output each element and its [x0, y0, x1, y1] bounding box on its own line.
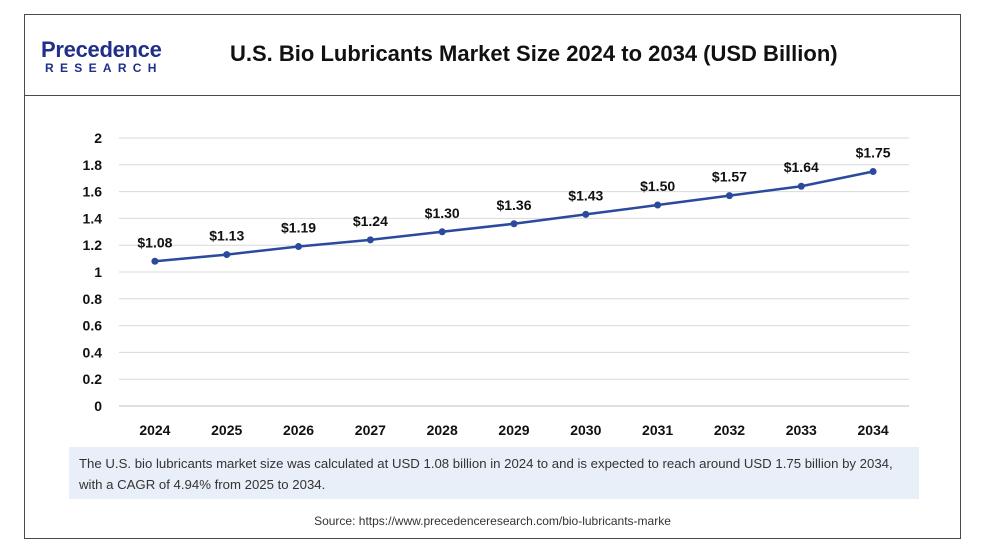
y-tick-label: 1.8 [83, 157, 103, 173]
x-tick-label: 2034 [858, 422, 889, 438]
data-label: $1.08 [137, 234, 172, 250]
data-point [797, 182, 805, 190]
x-tick-label: 2030 [570, 422, 601, 438]
data-point [295, 243, 303, 251]
x-tick-label: 2026 [283, 422, 314, 438]
data-label: $1.30 [425, 205, 460, 221]
x-tick-label: 2024 [139, 422, 170, 438]
data-label: $1.64 [784, 159, 819, 175]
y-tick-label: 2 [94, 130, 102, 146]
chart-title: U.S. Bio Lubricants Market Size 2024 to … [230, 41, 838, 66]
data-point [725, 192, 733, 200]
line-chart: 0 0.2 0.4 0.6 0.8 1 1.2 1.4 1.6 1.8 2 2024 2025 2026… [83, 130, 909, 438]
y-tick-label: 0.2 [83, 371, 103, 387]
x-tick-label: 2029 [498, 422, 529, 438]
source-citation: Source: https://www.precedenceresearch.c… [314, 514, 671, 528]
x-tick-label: 2027 [355, 422, 386, 438]
header: Precedence RESEARCH U.S. Bio Lubricants … [25, 15, 960, 96]
y-tick-label: 0.4 [83, 344, 103, 360]
series-line [154, 170, 874, 263]
y-tick-label: 1.6 [83, 184, 103, 200]
data-point [223, 251, 231, 259]
data-point [582, 210, 590, 218]
data-label: $1.13 [209, 228, 244, 244]
x-tick-label: 2031 [642, 422, 673, 438]
data-point [438, 228, 446, 236]
y-tick-label: 0.8 [83, 291, 103, 307]
y-tick-label: 1.2 [83, 237, 103, 253]
data-label: $1.75 [856, 145, 891, 161]
y-tick-label: 0.6 [83, 318, 103, 334]
y-axis-ticks: 0 0.2 0.4 0.6 0.8 1 1.2 1.4 1.6 1.8 2 [83, 130, 103, 414]
logo-wordmark: Precedence [41, 37, 162, 62]
data-point [366, 236, 374, 244]
data-point [510, 220, 518, 228]
data-labels: $1.08 $1.13 $1.19 $1.24 $1.30 $1.36 $1.43 $1.50… [137, 145, 890, 251]
data-point [151, 257, 159, 265]
x-tick-label: 2028 [427, 422, 458, 438]
x-tick-label: 2032 [714, 422, 745, 438]
brand-logo: Precedence RESEARCH [41, 37, 191, 77]
data-label: $1.24 [353, 213, 388, 229]
data-label: $1.19 [281, 220, 316, 236]
x-tick-label: 2033 [786, 422, 817, 438]
y-tick-label: 1.4 [83, 210, 103, 226]
logo-subtitle: RESEARCH [45, 61, 163, 75]
data-label: $1.57 [712, 169, 747, 185]
data-points [151, 168, 877, 265]
y-tick-label: 0 [94, 398, 102, 414]
data-point [654, 201, 662, 209]
x-axis-ticks: 2024 2025 2026 2027 2028 2029 2030 2031 2032 2033… [139, 422, 889, 438]
x-tick-label: 2025 [211, 422, 242, 438]
chart-frame: Precedence RESEARCH U.S. Bio Lubricants … [24, 14, 961, 539]
data-point [869, 168, 877, 175]
data-label: $1.36 [496, 197, 531, 213]
data-label: $1.43 [568, 187, 603, 203]
data-label: $1.50 [640, 178, 675, 194]
gridlines [119, 137, 909, 407]
summary-note: The U.S. bio lubricants market size was … [69, 447, 919, 499]
y-tick-label: 1 [94, 264, 102, 280]
